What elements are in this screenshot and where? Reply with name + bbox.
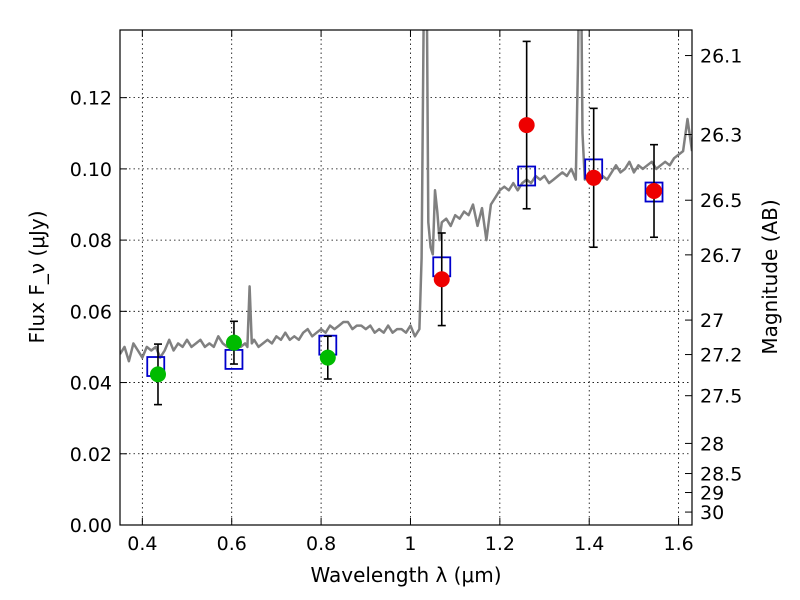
green-data-point [225,334,242,351]
x-tick-label: 1.2 [485,533,515,555]
x-tick-label: 1 [404,533,416,555]
y2-axis-label: Magnitude (AB) [758,199,782,354]
y-tick-label: 0.00 [70,515,112,537]
x-tick-label: 0.6 [217,533,247,555]
plot-frame [119,29,693,526]
axis-ticks: 0.4 0.6 0.8 1 1.2 1.4 1.6 0.00 0.02 0.04 0.06 0.08 0… [70,30,742,555]
x-tick-label: 0.4 [127,533,157,555]
x-tick-label: 1.4 [574,533,604,555]
red-data-point [585,169,602,186]
y2-tick-label: 26.1 [700,46,742,68]
y2-tick-label: 26.3 [700,125,742,147]
x-tick-label: 0.8 [306,533,336,555]
y-tick-label: 0.10 [70,159,112,181]
red-data-point [433,271,450,288]
y-tick-label: 0.02 [70,444,112,466]
y-tick-label: 0.08 [70,230,112,252]
y2-tick-label: 27.5 [700,386,742,408]
y2-tick-label: 28 [700,433,724,455]
green-data-point [319,349,336,366]
x-tick-label: 1.6 [663,533,693,555]
red-data-point [646,182,663,199]
y2-tick-label: 29 [700,483,724,505]
data-points [149,117,663,383]
y-axis-label: Flux F_ν (μJy) [25,210,49,343]
grid-lines [120,30,692,526]
plot-data [120,30,692,406]
y2-tick-label: 27.2 [700,345,742,367]
y-tick-label: 0.04 [70,373,112,395]
y-tick-label: 0.06 [70,301,112,323]
y2-tick-label: 30 [700,502,724,524]
y2-tick-label: 26.7 [700,245,742,267]
y-tick-label: 0.12 [70,88,112,110]
y2-tick-label: 26.5 [700,190,742,212]
y2-tick-label: 27 [700,310,724,332]
x-axis-label: Wavelength λ (μm) [310,563,501,587]
green-data-point [149,366,166,383]
red-data-point [518,117,535,134]
y2-tick-label: 28.5 [700,464,742,486]
